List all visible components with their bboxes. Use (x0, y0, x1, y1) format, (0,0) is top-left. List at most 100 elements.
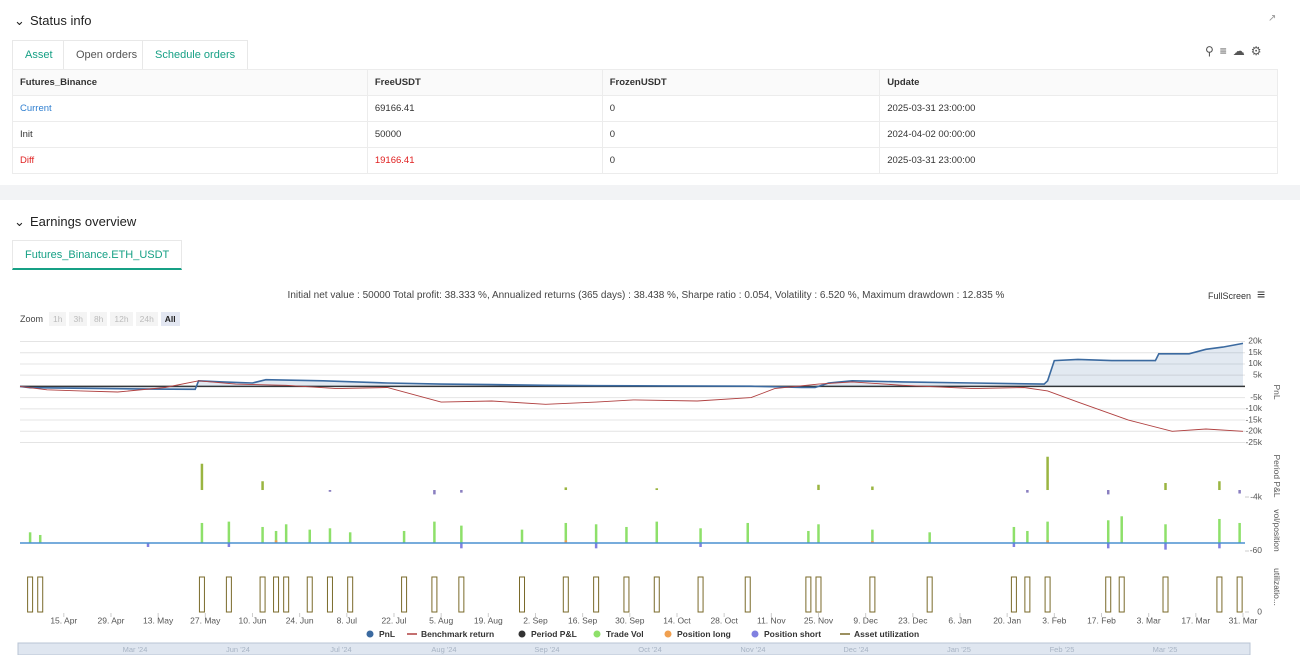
zoom-button[interactable]: 8h (89, 312, 108, 326)
bar (27, 576, 34, 613)
bar (1162, 576, 1169, 613)
x-tick-label: 14. Oct (663, 615, 691, 625)
bar (1218, 518, 1221, 543)
navigator[interactable] (17, 642, 1251, 655)
bar (401, 576, 408, 613)
asset-table: Futures_Binance FreeUSDT FrozenUSDT Update C… (12, 69, 1278, 174)
bar (817, 484, 820, 491)
zoom-button[interactable]: 3h (69, 312, 87, 326)
x-tick-label: 13. May (143, 615, 174, 625)
axis-label: Period P&L (1272, 455, 1282, 498)
x-tick-label: 5. Aug (429, 615, 453, 625)
x-tick-label: 6. Jan (948, 615, 971, 625)
bar (697, 576, 704, 613)
y-tick-label: -5k (1250, 392, 1263, 402)
bar (1238, 490, 1241, 494)
zoom-button[interactable]: 12h (110, 312, 133, 326)
bar (431, 576, 438, 613)
bar (348, 532, 352, 543)
menu-icon[interactable]: ≡ (1257, 286, 1266, 302)
bar (198, 576, 205, 613)
table-cell: 0 (601, 121, 881, 148)
bar (805, 576, 812, 613)
bar (259, 576, 266, 613)
bar (328, 528, 332, 543)
zoom-button[interactable]: All (160, 312, 180, 326)
navigator-label: Jan '25 (947, 645, 971, 654)
table-cell: Current (12, 95, 368, 122)
bar (460, 542, 463, 549)
expand-icon[interactable]: ↗ (1268, 13, 1277, 24)
bar (1238, 522, 1241, 543)
bar (871, 529, 874, 543)
tab[interactable]: Open orders (63, 40, 151, 69)
summary: Initial net value : 50000 Total profit: … (287, 290, 1005, 301)
earnings-panel: ⌄ Earnings overview Futures_Binance.ETH_… (0, 200, 1300, 655)
legend-label[interactable]: Period P&L (531, 629, 577, 639)
x-tick-label: 3. Mar (1137, 615, 1161, 625)
legend-label[interactable]: Position long (677, 629, 731, 639)
bar (284, 524, 288, 543)
x-tick-label: 3. Feb (1042, 615, 1066, 625)
toolbar-icons[interactable]: ⚲≡☁⚙ (1205, 44, 1268, 58)
bar (200, 463, 204, 491)
header-cell: Futures_Binance (12, 69, 368, 96)
bar (1024, 576, 1031, 613)
tab[interactable]: Futures_Binance.ETH_USDT (12, 240, 183, 270)
bar (1106, 490, 1110, 495)
y-tick-label: -15k (1245, 414, 1262, 424)
bar (869, 576, 876, 613)
table-row: Diff 19166.41 0 2025-03-31 23:00:00 (12, 147, 1278, 174)
legend-symbol (518, 630, 526, 638)
table-cell: Diff (12, 147, 368, 174)
bar (274, 530, 278, 543)
fullscreen-button[interactable]: FullScreen (1208, 291, 1252, 301)
header-cell: Update (879, 69, 1278, 96)
table-cell: Init (12, 121, 368, 148)
zoom-button[interactable]: 24h (135, 312, 158, 326)
tab[interactable]: Asset (12, 40, 66, 69)
bar (1026, 530, 1029, 543)
x-tick-label: 20. Jan (993, 615, 1021, 625)
x-tick-label: 30. Sep (615, 615, 645, 625)
legend-label[interactable]: Benchmark return (421, 629, 494, 639)
bar (564, 540, 568, 543)
y-tick-label: -10k (1245, 403, 1262, 413)
bar (744, 576, 751, 613)
x-tick-label: 31. Mar (1229, 615, 1258, 625)
x-tick-label: 25. Nov (804, 615, 834, 625)
bar (1118, 576, 1125, 613)
line (19, 342, 1244, 391)
bar (1164, 483, 1167, 491)
legend-label[interactable]: Trade Vol (606, 629, 644, 639)
bar (1012, 526, 1016, 543)
bar (200, 522, 204, 543)
legend-label[interactable]: Position short (764, 629, 821, 639)
collapse-icon[interactable]: ⌄ (14, 214, 25, 229)
x-tick-label: 27. May (190, 615, 221, 625)
section-title: Earnings overview (30, 214, 137, 229)
bar (227, 521, 231, 543)
bar (306, 576, 313, 613)
y-tick-label: 10k (1248, 358, 1262, 368)
legend-label[interactable]: Asset utilization (854, 629, 919, 639)
bar (433, 490, 436, 495)
navigator-label: Jun '24 (226, 645, 250, 654)
y-tick-label: -4k (1250, 491, 1263, 501)
tab[interactable]: Schedule orders (142, 40, 249, 69)
bar (146, 542, 150, 547)
bar (928, 532, 931, 543)
zoom-button[interactable]: 1h (49, 312, 67, 326)
collapse-icon[interactable]: ⌄ (14, 13, 25, 28)
bar (274, 540, 278, 543)
bar (699, 542, 702, 547)
bar (1046, 540, 1049, 543)
x-tick-label: 17. Feb (1087, 615, 1116, 625)
bar (815, 576, 822, 613)
bar (1105, 576, 1112, 613)
bar (625, 526, 628, 543)
legend-symbol (366, 630, 374, 638)
bar (1046, 521, 1049, 543)
navigator-label: Feb '25 (1050, 645, 1075, 654)
legend-label[interactable]: PnL (379, 629, 395, 639)
